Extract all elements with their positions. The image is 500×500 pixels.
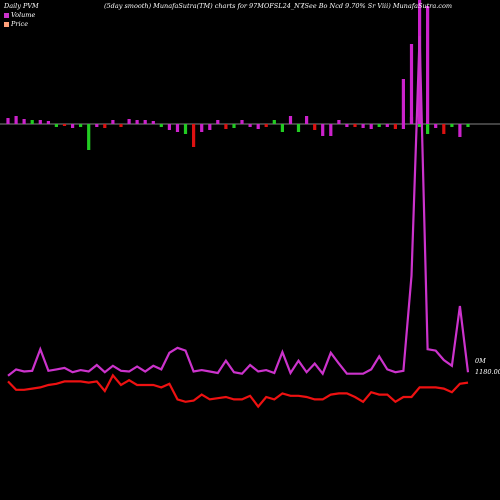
- volume-bar: [240, 120, 244, 124]
- volume-bar: [54, 124, 58, 127]
- volume-bar: [46, 121, 50, 124]
- price-line: [7, 373, 469, 409]
- volume-bar: [337, 120, 341, 124]
- volume-bar: [264, 124, 268, 127]
- volume-bar: [409, 44, 414, 124]
- legend-volume-label: Volume: [11, 11, 36, 19]
- volume-bar: [62, 124, 67, 126]
- legend-price: Price: [4, 20, 28, 28]
- volume-line: [7, 35, 470, 377]
- volume-bar: [30, 120, 34, 124]
- volume-bar: [458, 124, 462, 137]
- volume-bar: [232, 124, 236, 128]
- volume-bar: [296, 124, 301, 132]
- volume-bar: [95, 124, 99, 127]
- volume-bar: [38, 120, 42, 124]
- price-level-label: 1180.00: [475, 368, 500, 376]
- volume-bar: [256, 124, 260, 129]
- volume-bar: [127, 119, 131, 124]
- volume-bar: [103, 124, 107, 128]
- volume-bar: [345, 124, 349, 127]
- volume-bar: [280, 124, 284, 132]
- volume-bar: [401, 124, 405, 129]
- volume-bar: [450, 124, 454, 127]
- volume-bar: [313, 124, 317, 130]
- volume-bar: [272, 120, 276, 124]
- chart-header-series: (See Bo Ncd 9.70% Sr Viii) MunafaSutra.c…: [302, 2, 453, 10]
- volume-swatch-icon: [4, 13, 9, 18]
- volume-bar: [143, 120, 147, 124]
- volume-bar: [248, 124, 252, 127]
- volume-bar: [192, 124, 196, 147]
- volume-bar: [119, 124, 123, 127]
- volume-bar: [167, 124, 171, 130]
- volume-bar: [385, 124, 389, 127]
- volume-bar: [22, 119, 26, 124]
- volume-bar: [393, 124, 397, 129]
- volume-bar: [71, 124, 75, 128]
- volume-bar: [79, 124, 83, 127]
- legend-volume: Volume: [4, 11, 35, 19]
- volume-bar: [224, 124, 228, 129]
- volume-bar: [87, 124, 91, 150]
- volume-bar: [353, 124, 357, 127]
- volume-bar: [288, 116, 293, 124]
- volume-bar: [135, 120, 139, 124]
- volume-bar: [329, 124, 333, 136]
- legend-price-label: Price: [11, 20, 29, 28]
- volume-bar: [183, 124, 188, 134]
- chart-header-title: (5day smooth) MunafaSutra(TM) charts for…: [104, 2, 304, 10]
- volume-bar: [14, 116, 18, 124]
- volume-bar: [111, 120, 115, 124]
- volume-bar: [305, 116, 309, 124]
- volume-bar: [401, 79, 405, 124]
- volume-bar: [175, 124, 180, 132]
- volume-bar: [426, 6, 430, 124]
- volume-bar: [418, 124, 422, 127]
- volume-bar: [208, 124, 212, 130]
- volume-bar: [434, 124, 438, 128]
- volume-bar: [151, 121, 155, 124]
- volume-level-label: 0M: [475, 357, 486, 365]
- volume-bar: [216, 120, 220, 124]
- volume-bar: [200, 124, 204, 132]
- volume-bar: [466, 124, 470, 127]
- volume-bar: [6, 118, 10, 124]
- volume-bar: [159, 124, 163, 127]
- volume-bar: [361, 124, 365, 128]
- price-swatch-icon: [4, 22, 9, 27]
- volume-bar: [369, 124, 373, 129]
- chart-header-left: Daily PVM: [4, 2, 39, 10]
- volume-bar: [321, 124, 325, 136]
- volume-bar: [426, 124, 430, 134]
- volume-bar: [442, 124, 446, 134]
- volume-bar: [377, 124, 381, 127]
